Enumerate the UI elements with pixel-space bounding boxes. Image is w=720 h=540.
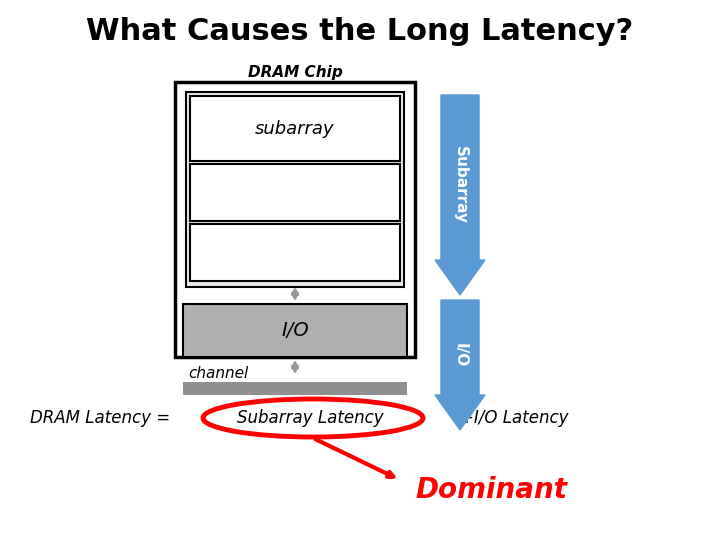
Text: subarray: subarray: [256, 119, 335, 138]
Bar: [183, 304, 407, 357]
Text: I/O: I/O: [281, 321, 309, 340]
Text: channel: channel: [188, 366, 248, 381]
Text: Subarray Latency: Subarray Latency: [237, 409, 383, 427]
Text: I/O: I/O: [452, 343, 467, 367]
Text: Dominant: Dominant: [415, 476, 567, 504]
Bar: [186, 92, 404, 287]
Text: What Causes the Long Latency?: What Causes the Long Latency?: [86, 17, 634, 46]
Text: +I/O Latency: +I/O Latency: [460, 409, 569, 427]
Bar: [190, 96, 400, 161]
Text: Subarray: Subarray: [452, 146, 467, 224]
Bar: [175, 82, 415, 357]
Text: DRAM Latency =: DRAM Latency =: [30, 409, 176, 427]
Bar: [183, 382, 407, 395]
Bar: [190, 224, 400, 281]
FancyArrow shape: [435, 300, 485, 430]
Bar: [190, 164, 400, 221]
FancyArrow shape: [435, 95, 485, 295]
Text: DRAM Chip: DRAM Chip: [248, 64, 343, 79]
